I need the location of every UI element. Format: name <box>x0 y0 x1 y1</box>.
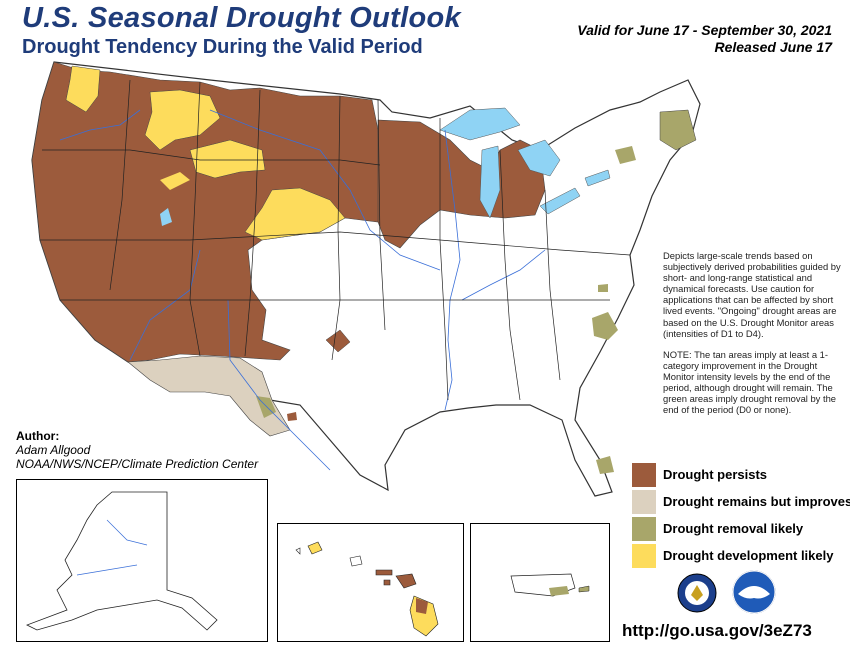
colorado-river <box>129 249 201 361</box>
noaa-logo-icon <box>732 570 776 614</box>
lake-ontario <box>584 169 611 187</box>
puerto-rico-removal <box>549 586 569 596</box>
removal-new-england <box>659 109 697 151</box>
great-salt-lake <box>160 208 172 226</box>
lanai <box>383 579 391 586</box>
alaska-land <box>26 491 218 631</box>
improves-southwest <box>127 355 291 437</box>
hawaii-map <box>295 541 439 637</box>
alaska-river-2 <box>76 564 138 576</box>
ohio-river <box>461 249 546 301</box>
valid-line: Valid for June 17 - September 30, 2021 <box>577 22 832 38</box>
map-subtitle: Drought Tendency During the Valid Period <box>22 36 423 58</box>
persists-texas-spot-2 <box>287 412 297 421</box>
development-wa <box>65 65 101 113</box>
hawaii-inset <box>277 523 464 642</box>
development-spot <box>160 172 190 190</box>
lake-erie <box>539 187 581 215</box>
notes-block: Depicts large-scale trends based on subj… <box>663 250 843 425</box>
removal-fl <box>596 456 614 474</box>
author-org: NOAA/NWS/NCEP/Climate Prediction Center <box>16 457 259 471</box>
legend-swatch <box>632 463 656 487</box>
doc-seal-icon <box>677 573 717 613</box>
mississippi-river <box>444 129 461 411</box>
legend-swatch <box>632 544 656 568</box>
kauai <box>307 541 323 555</box>
molokai <box>375 569 393 576</box>
removal-va-nc <box>592 312 618 340</box>
development-id-mt <box>144 89 221 151</box>
alaska-river <box>106 519 148 546</box>
note-paragraph-1: Depicts large-scale trends based on subj… <box>663 250 841 339</box>
legend-label: Drought remains but improves <box>663 494 850 509</box>
missouri-river <box>209 109 441 271</box>
released-line: Released June 17 <box>714 39 832 55</box>
legend-label: Drought removal likely <box>663 521 804 536</box>
oahu <box>349 555 363 567</box>
author-label: Author: <box>16 429 60 443</box>
legend-label: Drought persists <box>663 467 768 482</box>
author-name: Adam Allgood <box>16 443 91 457</box>
niihau <box>295 547 301 555</box>
removal-ny <box>615 146 636 164</box>
map-title: U.S. Seasonal Drought Outlook <box>22 2 461 34</box>
removal-nc <box>598 284 608 292</box>
maui <box>395 573 417 589</box>
puerto-rico-inset <box>470 523 610 642</box>
legend-swatch <box>632 517 656 541</box>
rio-grande <box>227 299 331 471</box>
valid-period: Valid for June 17 - September 30, 2021 R… <box>577 22 832 56</box>
vieques <box>578 585 590 593</box>
alaska-inset <box>16 479 268 642</box>
lake-huron <box>517 139 561 177</box>
development-mt <box>189 139 266 179</box>
puerto-rico-map <box>510 573 590 597</box>
columbia-river <box>59 109 141 141</box>
lake-superior <box>439 107 521 141</box>
author-block: Author: Adam Allgood NOAA/NWS/NCEP/Clima… <box>16 429 258 471</box>
lake-michigan <box>479 145 501 219</box>
legend-label: Drought development likely <box>663 548 834 563</box>
big-island-persist <box>416 598 428 614</box>
note-paragraph-2: NOTE: The tan areas imply at least a 1-c… <box>663 348 837 416</box>
state-borders <box>40 79 631 401</box>
legend-swatch <box>632 490 656 514</box>
outlook-url-link[interactable]: http://go.usa.gov/3eZ73 <box>622 621 812 640</box>
alaska-map <box>26 491 218 631</box>
